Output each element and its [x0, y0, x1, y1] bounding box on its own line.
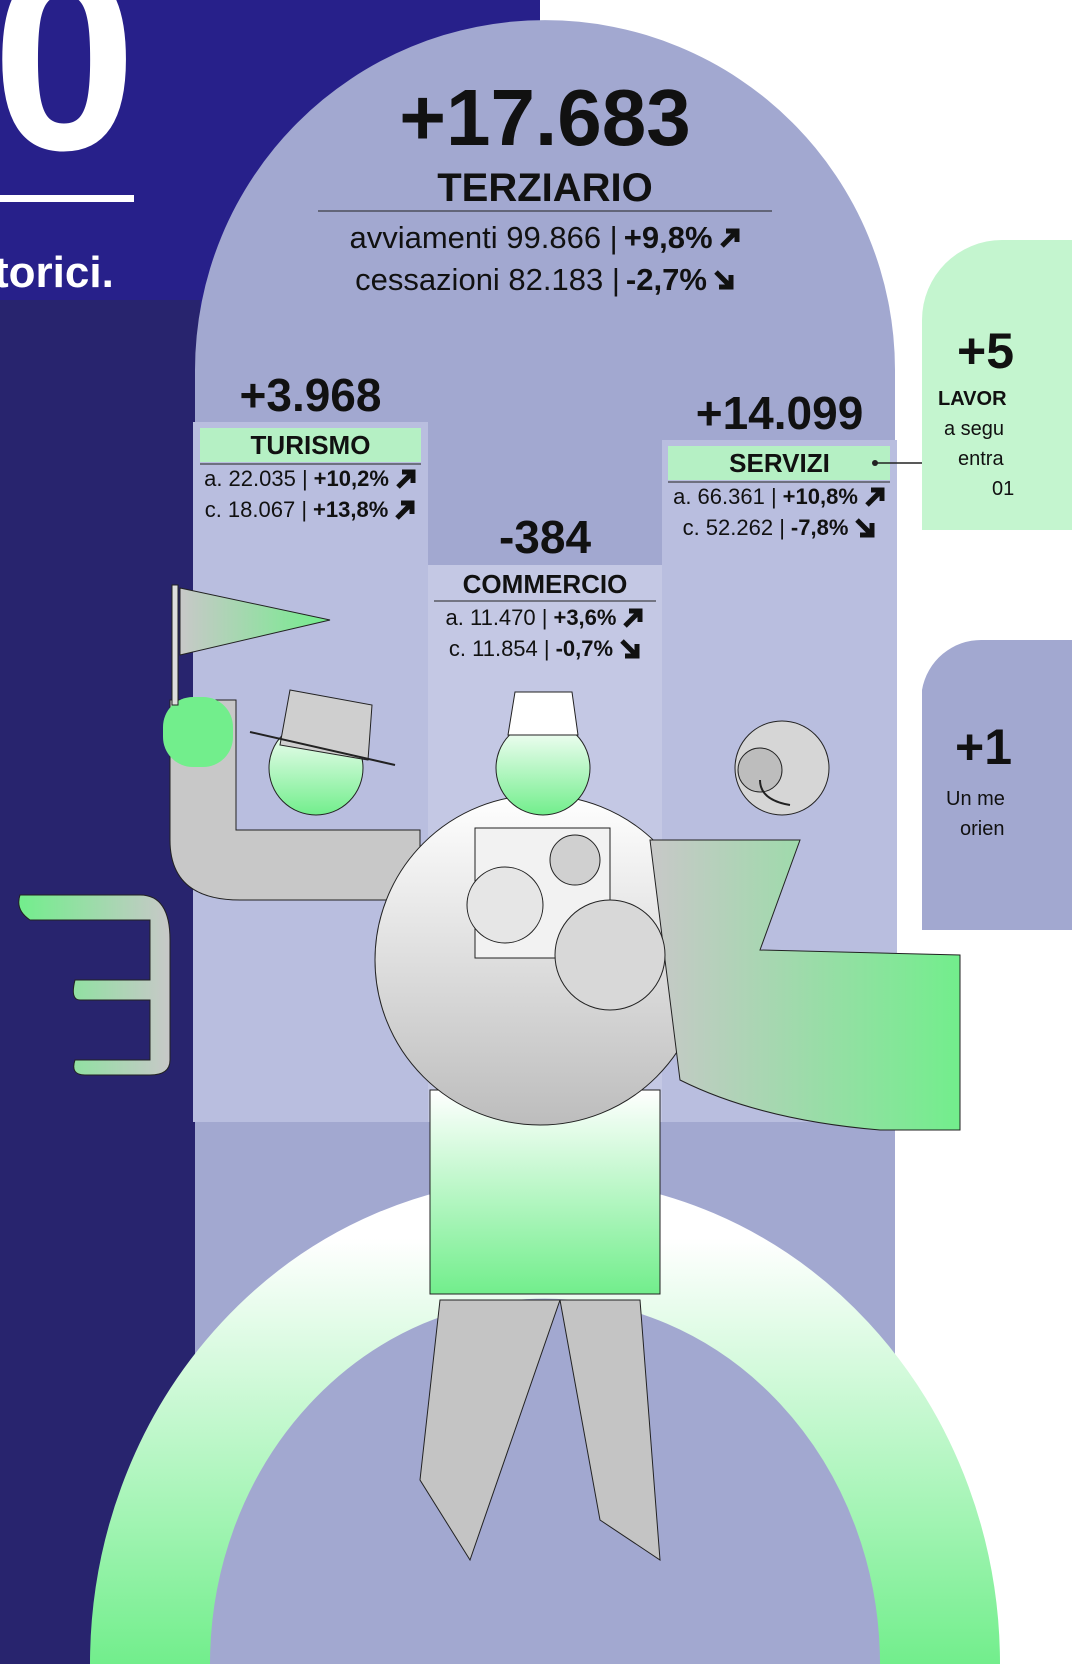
- stat-change: -2,7%: [626, 262, 707, 298]
- card-line: Un me: [946, 784, 1005, 814]
- down-arrow: [854, 517, 876, 539]
- card-line: orien: [946, 814, 1005, 844]
- big-digit: 0: [0, 0, 137, 190]
- stat-row: cessazioni 82.183 |-2,7%: [318, 262, 772, 298]
- stat-label: c. 52.262 |: [683, 515, 785, 541]
- up-arrow: [719, 227, 741, 249]
- stat-change: +10,8%: [783, 484, 858, 510]
- stat-change: -7,8%: [791, 515, 848, 541]
- stat-change: -0,7%: [556, 636, 613, 662]
- stat-label: a. 22.035 |: [204, 466, 308, 492]
- sector-total: +14.099: [662, 386, 897, 440]
- section-title: TERZIARIO: [318, 166, 772, 211]
- stat-row: a. 66.361 |+10,8%: [662, 484, 897, 510]
- stat-change: +13,8%: [313, 497, 388, 523]
- sector-title: COMMERCIO: [428, 569, 662, 600]
- card-text: LAVOR a segu entra 01: [938, 384, 1014, 504]
- up-arrow: [394, 499, 416, 521]
- stat-change: +10,2%: [314, 466, 389, 492]
- stat-row: c. 18.067 |+13,8%: [193, 497, 428, 523]
- stat-change: +3,6%: [553, 605, 616, 631]
- up-arrow: [395, 468, 417, 490]
- stat-row: avviamenti 99.866 |+9,8%: [318, 220, 772, 256]
- sector-title: TURISMO: [193, 430, 428, 461]
- down-arrow: [619, 638, 641, 660]
- stat-label: c. 11.854 |: [449, 636, 550, 662]
- stat-row: a. 11.470 |+3,6%: [428, 605, 662, 631]
- down-arrow: [713, 269, 735, 291]
- stat-row: a. 22.035 |+10,2%: [193, 466, 428, 492]
- sector-total: +3.968: [193, 368, 428, 422]
- card-total: +1: [955, 718, 1012, 776]
- card-line: LAVOR: [938, 384, 1014, 414]
- subtitle: torici.: [0, 248, 114, 298]
- stat-label: a. 66.361 |: [673, 484, 777, 510]
- up-arrow: [622, 607, 644, 629]
- stat-row: c. 52.262 |-7,8%: [662, 515, 897, 541]
- up-arrow: [864, 486, 886, 508]
- stat-row: c. 11.854 |-0,7%: [428, 636, 662, 662]
- card-line: 01: [938, 474, 1014, 504]
- card-line: entra: [938, 444, 1014, 474]
- stat-label: c. 18.067 |: [205, 497, 307, 523]
- sector-total: -384: [428, 510, 662, 564]
- card-total: +5: [922, 322, 1072, 380]
- stat-label: cessazioni 82.183 |: [355, 262, 620, 298]
- sector-title: SERVIZI: [662, 448, 897, 479]
- card-text: Un me orien: [946, 784, 1005, 844]
- page: {"left": {"big_digit": "0", "subtitle": …: [0, 0, 1072, 1664]
- card-line: a segu: [938, 414, 1014, 444]
- stat-label: avviamenti 99.866 |: [349, 220, 617, 256]
- total: +17.683: [318, 72, 772, 164]
- stat-label: a. 11.470 |: [446, 605, 548, 631]
- stat-change: +9,8%: [624, 220, 713, 256]
